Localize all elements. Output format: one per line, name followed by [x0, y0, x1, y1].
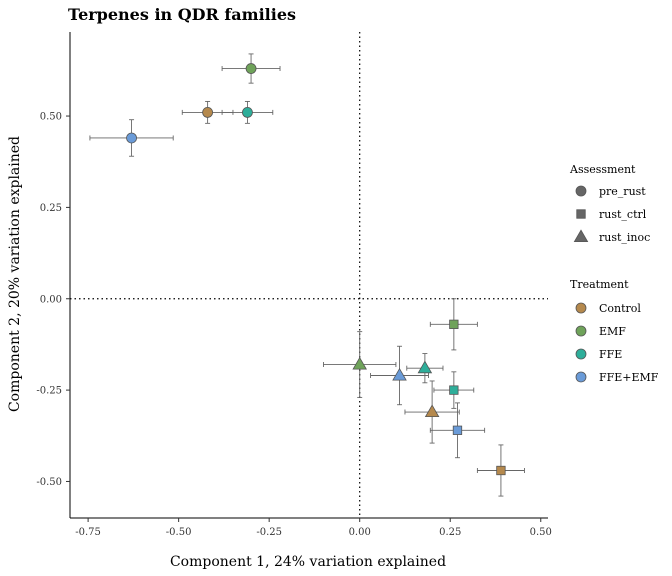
y-tick-label: 0.25: [40, 203, 62, 214]
data-points: [126, 63, 506, 476]
point-pre_rust-control: [202, 106, 214, 118]
legend-label-rust_ctrl: rust_ctrl: [599, 208, 647, 221]
legend-label-control: Control: [599, 302, 641, 315]
y-tick-label: -0.50: [36, 477, 62, 488]
y-axis-title: Component 2, 20% variation explained: [7, 136, 23, 412]
x-tick-label: 0.50: [530, 527, 552, 538]
point-rust_ctrl-ffe-emf: [452, 425, 463, 435]
legend-label-emf: EMF: [599, 325, 626, 338]
x-tick-label: -0.50: [166, 527, 192, 538]
point-rust_inoc-ffe: [417, 360, 433, 374]
reference-lines: [70, 32, 548, 518]
legend-label-ffe-emf: FFE+EMF: [599, 371, 659, 384]
legends: Assessment pre_rust rust_ctrl rust_inoc Trea…: [569, 163, 659, 384]
legend-key-ffe: [575, 348, 587, 360]
legend-key-rust_inoc: [573, 229, 589, 243]
x-tick-label: -0.25: [256, 527, 282, 538]
y-tick-label: 0.50: [40, 112, 62, 123]
x-tick-label: 0.25: [439, 527, 461, 538]
chart-title: Terpenes in QDR families: [68, 5, 296, 24]
y-tick-label: -0.25: [36, 386, 62, 397]
legend-label-ffe: FFE: [599, 348, 622, 361]
x-axis-ticks: -0.75 -0.50 -0.25 0.00 0.25 0.50: [75, 518, 552, 538]
legend-label-rust_inoc: rust_inoc: [599, 231, 650, 244]
legend-key-pre_rust: [575, 185, 587, 197]
point-pre_rust-ffe: [242, 106, 253, 118]
x-axis-title: Component 1, 24% variation explained: [170, 554, 446, 570]
axes: [69, 32, 548, 519]
point-rust_ctrl-control: [496, 465, 506, 476]
legend-treatment-title: Treatment: [570, 278, 629, 291]
legend-label-pre_rust: pre_rust: [599, 185, 646, 198]
point-rust_ctrl-emf: [449, 319, 459, 329]
legend-assessment-title: Assessment: [569, 163, 636, 176]
legend-key-ffe-emf: [575, 371, 587, 383]
point-rust_inoc-emf: [352, 356, 367, 370]
point-pre_rust-emf: [245, 63, 257, 74]
legend-key-rust_ctrl: [576, 209, 586, 219]
point-rust_inoc-ffe-emf: [392, 367, 407, 381]
point-pre_rust-ffe-emf: [126, 132, 137, 144]
point-rust_inoc-control: [424, 404, 440, 418]
x-tick-label: 0.00: [349, 527, 371, 538]
legend-key-control: [575, 302, 587, 314]
x-tick-label: -0.75: [75, 527, 101, 538]
legend-key-emf: [575, 325, 587, 337]
point-rust_ctrl-ffe: [449, 385, 459, 395]
y-axis-ticks: -0.50 -0.25 0.00 0.25 0.50: [36, 112, 70, 488]
y-tick-label: 0.00: [40, 294, 62, 305]
